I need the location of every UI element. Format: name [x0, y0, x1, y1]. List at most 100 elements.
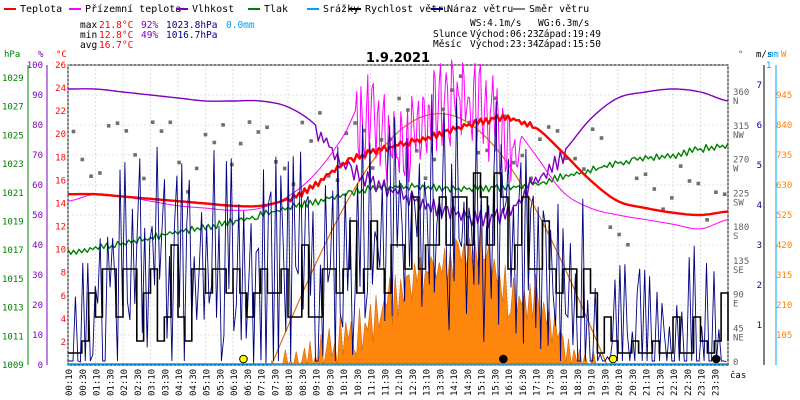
humidity-tick-label: 20 [32, 301, 43, 311]
temperature-tick-label: 8 [61, 269, 66, 279]
wind-direction-point [194, 166, 199, 171]
time-tick-label: 19:30 [601, 369, 611, 396]
wind-direction-point [186, 190, 190, 194]
wind-tick-label: 1 [757, 321, 762, 331]
wind-direction-point [634, 176, 639, 181]
wind-direction-point [318, 111, 322, 115]
direction-tick-degree: 225 [733, 189, 749, 199]
time-tick-label: 21:30 [656, 369, 666, 396]
time-tick-label: 04:30 [189, 369, 199, 396]
direction-tick-cardinal: W [733, 165, 739, 175]
time-tick-label: 17:10 [533, 369, 543, 396]
wind-direction-point [511, 160, 516, 165]
time-tick-label: 05:10 [203, 369, 213, 396]
wind-direction-point [476, 150, 481, 155]
wind-direction-point [133, 153, 137, 157]
wind-direction-point [115, 121, 120, 125]
pressure-tick-label: 1015 [2, 275, 24, 285]
time-tick-label: 01:30 [106, 369, 116, 396]
rain-axis-unit: mm [768, 50, 779, 60]
series-line-vlhkost [68, 88, 729, 229]
time-tick-label: 07:10 [258, 369, 268, 396]
temperature-axis-unit: °C [56, 50, 67, 60]
stat-sun-label: Slunce [433, 29, 468, 40]
time-tick-label: 08:10 [285, 369, 295, 396]
solar-tick-label: 735 [776, 151, 792, 161]
wind-direction-point [590, 127, 595, 131]
time-tick-label: 08:30 [299, 369, 309, 396]
temperature-tick-label: 16 [55, 176, 66, 186]
direction-tick-degree: 315 [733, 122, 749, 132]
time-tick-label: 12:10 [395, 369, 405, 396]
wind-direction-point [432, 157, 437, 162]
wind-direction-point [256, 130, 261, 134]
wind-direction-point [353, 121, 357, 125]
pressure-tick-label: 1017 [2, 246, 24, 256]
wind-direction-point [230, 162, 234, 167]
stat-avg-temp: 16.7°C [99, 40, 133, 51]
pressure-tick-label: 1023 [2, 160, 24, 170]
legend-item: Rychlost větru [365, 3, 449, 15]
wind-direction-point [608, 225, 613, 229]
humidity-tick-label: 50 [32, 211, 43, 221]
wind-direction-point [652, 187, 657, 191]
pressure-tick-label: 1013 [2, 304, 24, 314]
direction-axis-unit: ° [738, 50, 743, 60]
time-tick-label: 10:10 [340, 369, 350, 396]
time-tick-label: 18:30 [574, 369, 584, 396]
humidity-tick-label: 80 [32, 121, 43, 131]
direction-tick-degree: 270 [733, 156, 749, 166]
wind-direction-point [124, 129, 129, 133]
stat-max-rain: 0.0mm [226, 20, 255, 31]
time-tick-label: 22:10 [670, 369, 680, 396]
solar-tick-label: 105 [776, 331, 792, 341]
solar-tick-label: 210 [776, 301, 792, 311]
time-tick-label: 19:10 [588, 369, 598, 396]
wind-tick-label: 5 [757, 161, 762, 171]
time-tick-label: 06:30 [244, 369, 254, 396]
wind-direction-point [555, 129, 560, 133]
humidity-tick-label: 70 [32, 151, 43, 161]
time-tick-label: 14:10 [450, 369, 460, 396]
temperature-tick-label: 26 [55, 61, 66, 71]
temperature-tick-label: 6 [61, 292, 66, 302]
stat-min-label: min [80, 30, 97, 41]
stat-moonset: Západ:15:50 [538, 39, 601, 50]
wind-direction-point [142, 176, 146, 181]
time-tick-label: 09:30 [326, 369, 336, 396]
pressure-tick-label: 1029 [2, 74, 24, 84]
wind-tick-label: 4 [757, 201, 762, 211]
time-tick-label: 14:30 [464, 369, 474, 396]
time-tick-label: 02:30 [134, 369, 144, 396]
time-tick-label: 04:10 [175, 369, 185, 396]
wind-direction-point [212, 140, 217, 145]
temperature-tick-label: 24 [55, 84, 66, 94]
time-tick-label: 15:10 [478, 369, 488, 396]
wind-direction-point [582, 167, 586, 171]
legend-item: Směr větru [529, 3, 589, 15]
stat-max-hum: 92% [141, 20, 158, 31]
pressure-tick-label: 1021 [2, 189, 24, 199]
wind-direction-point [502, 114, 507, 119]
time-tick-label: 09:10 [313, 369, 323, 396]
stat-avg-label: avg [80, 40, 97, 51]
time-axis-unit: čas [730, 370, 746, 381]
chart-title: 1.9.2021 [366, 51, 430, 66]
stat-wind-speed: WS:4.1m/s [470, 18, 521, 29]
wind-direction-point [203, 132, 208, 137]
wind-direction-point [687, 179, 692, 183]
wind-direction-point [265, 125, 269, 130]
direction-tick-degree: 135 [733, 257, 749, 267]
pressure-tick-label: 1009 [2, 361, 24, 371]
series-line-naraz-vetru [68, 94, 727, 365]
legend-item: Přízemní teplota [85, 3, 181, 15]
temperature-tick-label: 12 [55, 223, 66, 233]
time-tick-label: 06:10 [230, 369, 240, 396]
humidity-tick-label: 90 [32, 91, 43, 101]
wind-tick-label: 6 [757, 121, 762, 131]
wind-direction-point [98, 171, 102, 175]
wind-direction-point [450, 88, 454, 92]
time-tick-label: 21:10 [643, 369, 653, 396]
temperature-tick-label: 14 [55, 199, 66, 209]
legend-item: Teplota [20, 4, 62, 15]
